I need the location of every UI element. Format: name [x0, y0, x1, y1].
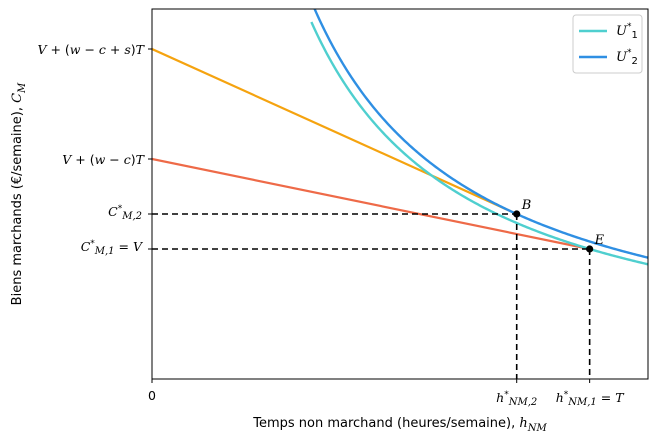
y-tick-label-c-m-2: C*M,2: [108, 204, 142, 222]
equilibrium-points: BE: [513, 198, 605, 253]
x-tick-label-h-nm-1: h*NM,1 = T: [556, 390, 626, 408]
plot-frame: [151, 8, 649, 380]
y-tick-label-c-m-1: C*M,1 = V: [81, 239, 144, 257]
point-b: [513, 210, 521, 218]
budget-line-1: [152, 47, 518, 216]
legend-box: [572, 14, 643, 74]
point-label-e: E: [594, 233, 605, 248]
point-e: [586, 245, 594, 253]
y-tick-label-v-w-c-s-t: V + (w − c + s)T: [37, 42, 145, 57]
point-label-b: B: [521, 198, 532, 213]
dashed-guides: [152, 213, 591, 379]
x-axis-label: Temps non marchand (heures/semaine), hNM: [252, 416, 547, 434]
indifference-curve-u2: [313, 9, 648, 259]
x-tick-label-0: 0: [148, 388, 156, 403]
legend-label-u1: U*1: [616, 22, 638, 41]
axes: [151, 8, 649, 380]
tick-labels: 0 h*NM,2 h*NM,1 = T V + (w − c + s)T V + (w …: [37, 42, 625, 408]
y-axis-label: Biens marchands (€/semaine), CM: [10, 82, 28, 305]
y-tick-label-v-w-c-t: V + (w − c)T: [62, 152, 145, 167]
axis-labels: Temps non marchand (heures/semaine), hNM…: [10, 82, 548, 434]
legend-label-u2: U*2: [616, 48, 638, 67]
legend: U*1U*2: [572, 14, 643, 74]
x-tick-label-h-nm-2: h*NM,2: [496, 390, 537, 408]
